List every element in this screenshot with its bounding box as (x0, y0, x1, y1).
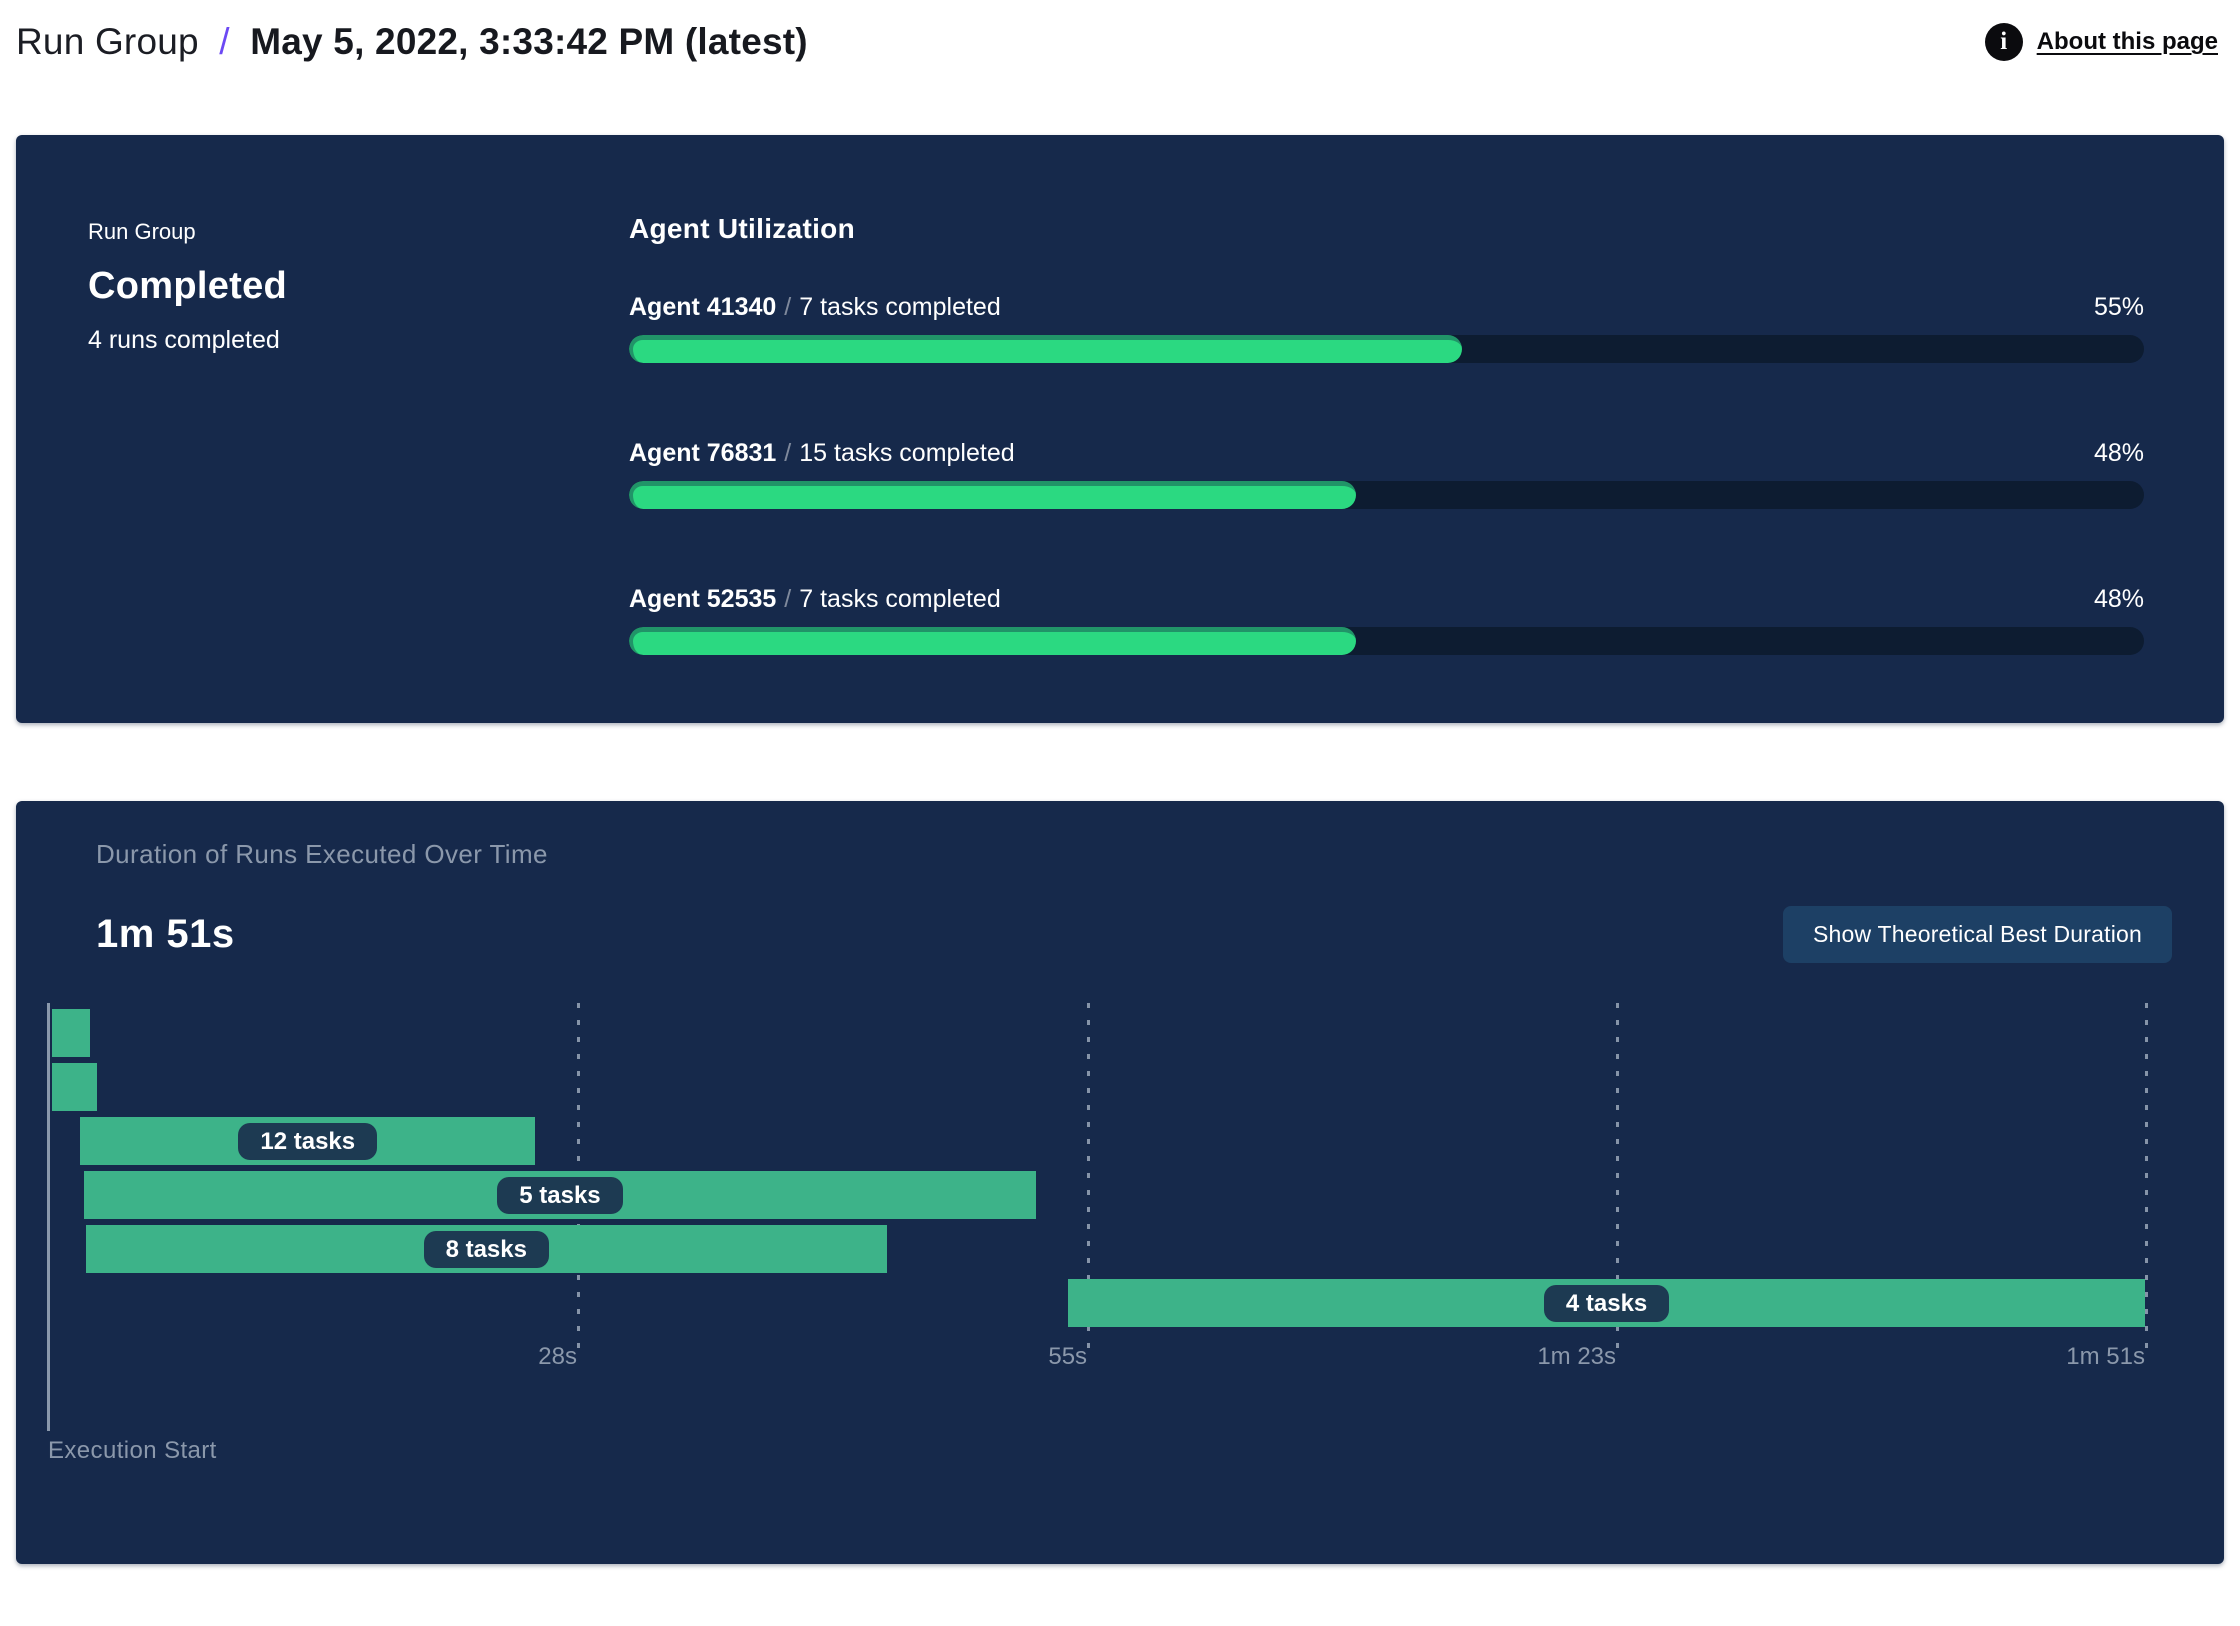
time-axis-tick: 28s (538, 1343, 577, 1370)
breadcrumb-root: Run Group (16, 21, 199, 62)
separator: / (784, 439, 792, 467)
agent-label: Agent 76831/15 tasks completed (629, 439, 1015, 468)
separator: / (784, 585, 792, 613)
page-header: Run Group / May 5, 2022, 3:33:42 PM (lat… (0, 0, 2240, 70)
execution-start-label: Execution Start (48, 1437, 217, 1464)
gridline (2145, 1003, 2148, 1355)
time-axis: 28s 55s 1m 23s 1m 51s (48, 1343, 2145, 1373)
runs-completed-count: 4 runs completed (88, 326, 280, 354)
run-group-status: Completed (88, 265, 288, 307)
info-icon: i (1984, 23, 2023, 61)
gridline (1087, 1003, 1091, 1355)
run-group-summary-card: Run Group Completed 4 runs completed Age… (16, 135, 2224, 723)
separator: / (784, 293, 792, 321)
run-group-status-panel: Run Group Completed 4 runs completed (88, 213, 629, 723)
task-count-badge: 12 tasks (238, 1122, 378, 1160)
run-duration-bar (51, 1063, 98, 1111)
gantt-row (48, 1009, 2145, 1057)
agent-row: Agent 41340/7 tasks completed 55% (629, 293, 2144, 363)
gantt-row: 5 tasks (48, 1171, 2145, 1219)
duration-chart-title: Duration of Runs Executed Over Time (96, 839, 548, 869)
duration-chart-card: Duration of Runs Executed Over Time 1m 5… (16, 801, 2224, 1564)
breadcrumb: Run Group / May 5, 2022, 3:33:42 PM (lat… (16, 21, 808, 63)
gantt-rows: 12 tasks 5 tasks 8 tasks 4 tasks (48, 1009, 2145, 1327)
run-group-label: Run Group (88, 219, 196, 244)
agent-row: Agent 52535/7 tasks completed 48% (629, 585, 2144, 655)
page-title: May 5, 2022, 3:33:42 PM (latest) (250, 21, 808, 62)
utilization-bar-track (629, 335, 2144, 363)
agent-row: Agent 76831/15 tasks completed 48% (629, 439, 2144, 509)
agent-name: Agent 76831 (629, 439, 777, 467)
run-duration-bar: 8 tasks (85, 1225, 887, 1273)
agent-utilization-panel: Agent Utilization Agent 41340/7 tasks co… (629, 213, 2144, 723)
agent-name: Agent 41340 (629, 293, 777, 321)
run-duration-bar: 5 tasks (83, 1171, 1037, 1219)
show-theoretical-best-duration-button[interactable]: Show Theoretical Best Duration (1782, 906, 2172, 963)
agent-label: Agent 52535/7 tasks completed (629, 585, 1001, 614)
agent-tasks-completed: 7 tasks completed (799, 293, 1001, 321)
agent-utilization-heading: Agent Utilization (629, 213, 855, 244)
task-count-badge: 8 tasks (423, 1230, 549, 1268)
breadcrumb-separator: / (219, 21, 230, 62)
run-duration-bar: 12 tasks (80, 1117, 536, 1165)
agent-name: Agent 52535 (629, 585, 777, 613)
utilization-bar-track (629, 627, 2144, 655)
about-this-page[interactable]: i About this page (1984, 23, 2218, 61)
agent-utilization-percent: 55% (2093, 293, 2144, 321)
agent-utilization-percent: 48% (2093, 439, 2144, 467)
utilization-bar-fill (629, 627, 1357, 655)
total-duration-value: 1m 51s (96, 912, 235, 956)
run-duration-bar: 4 tasks (1068, 1279, 2145, 1327)
gantt-chart: 12 tasks 5 tasks 8 tasks 4 tasks 28s (47, 1003, 2148, 1431)
agent-utilization-percent: 48% (2093, 585, 2144, 613)
gridline (1616, 1003, 1620, 1355)
time-axis-tick: 55s (1048, 1343, 1088, 1370)
time-axis-tick: 1m 23s (1537, 1343, 1617, 1370)
utilization-bar-fill (629, 335, 1463, 363)
agent-label: Agent 41340/7 tasks completed (629, 293, 1001, 322)
time-axis-tick: 1m 51s (2066, 1343, 2145, 1370)
gantt-row: 12 tasks (48, 1117, 2145, 1165)
run-duration-bar (51, 1009, 90, 1057)
gantt-row: 8 tasks (48, 1225, 2145, 1273)
agent-tasks-completed: 15 tasks completed (799, 439, 1015, 467)
execution-start-axis-line (47, 1003, 50, 1431)
utilization-bar-track (629, 481, 2144, 509)
agent-tasks-completed: 7 tasks completed (799, 585, 1001, 613)
gantt-row: 4 tasks (48, 1279, 2145, 1327)
utilization-bar-fill (629, 481, 1357, 509)
gantt-row (48, 1063, 2145, 1111)
task-count-badge: 5 tasks (497, 1176, 623, 1214)
task-count-badge: 4 tasks (1543, 1284, 1670, 1322)
about-this-page-link[interactable]: About this page (2036, 28, 2218, 55)
